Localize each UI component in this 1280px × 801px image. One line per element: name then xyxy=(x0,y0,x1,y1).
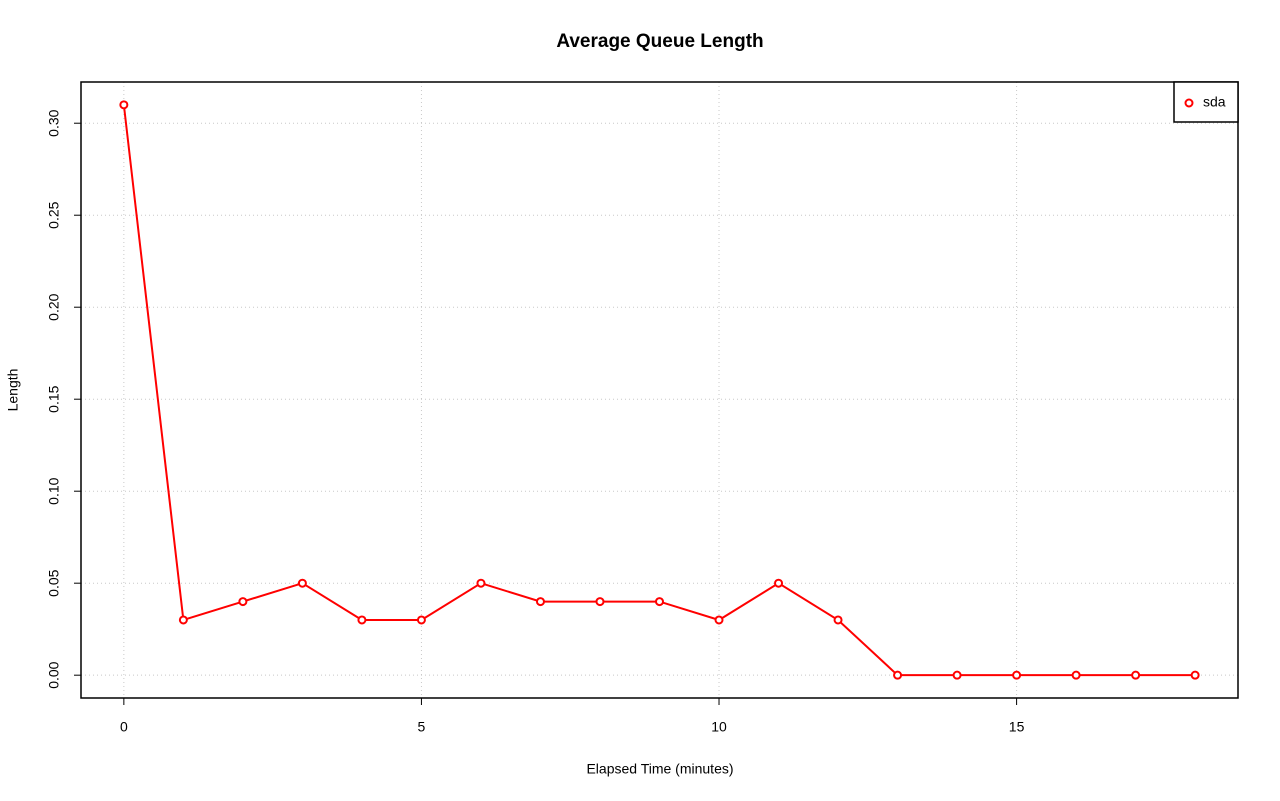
data-point xyxy=(238,597,248,607)
y-tick-label: 0.20 xyxy=(46,293,62,320)
data-point xyxy=(655,597,664,607)
data-point xyxy=(952,670,962,680)
data-point xyxy=(1071,670,1081,680)
x-tick-label: 15 xyxy=(1009,719,1025,735)
legend-marker xyxy=(1184,98,1194,108)
y-tick-label: 0.05 xyxy=(46,569,62,596)
data-point xyxy=(119,100,129,110)
data-point xyxy=(774,578,784,588)
plot-frame xyxy=(80,81,1239,699)
data-point xyxy=(833,615,843,625)
data-point xyxy=(476,578,486,588)
y-tick-label: 0.25 xyxy=(46,201,62,228)
data-point xyxy=(357,615,367,625)
y-axis-label: Length xyxy=(5,369,21,412)
x-tick-label: 10 xyxy=(711,719,727,735)
data-point xyxy=(1012,670,1022,680)
y-tick-label: 0.15 xyxy=(46,385,62,412)
legend-box xyxy=(1173,81,1239,123)
legend-label: sda xyxy=(1203,94,1226,110)
y-tick-label: 0.00 xyxy=(46,661,62,688)
data-point xyxy=(1131,670,1141,680)
data-point xyxy=(893,670,903,680)
x-tick-label: 5 xyxy=(418,719,426,735)
x-axis-label: Elapsed Time (minutes) xyxy=(586,761,733,777)
data-point xyxy=(1190,670,1200,680)
x-tick-label: 0 xyxy=(120,719,128,735)
chart-title: Average Queue Length xyxy=(556,31,763,52)
data-point xyxy=(416,615,426,625)
data-point xyxy=(535,597,545,607)
data-point xyxy=(178,615,188,625)
data-point xyxy=(714,615,724,625)
y-tick-label: 0.30 xyxy=(46,109,62,136)
y-tick-label: 0.10 xyxy=(46,477,62,504)
data-point xyxy=(595,597,605,607)
data-point xyxy=(297,578,307,588)
